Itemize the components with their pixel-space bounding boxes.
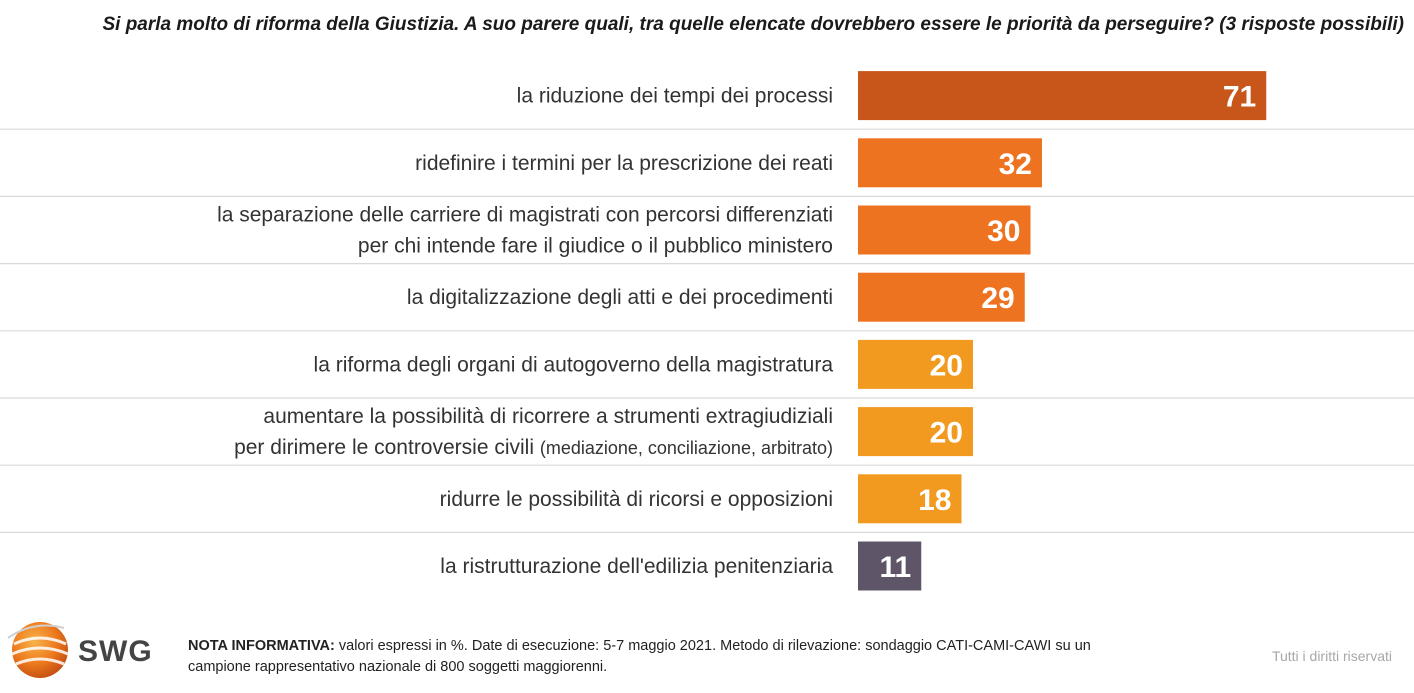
footnote-text: valori espressi in %. Date di esecuzione… — [188, 638, 1091, 675]
copyright-notice: Tutti i diritti riservati — [1271, 648, 1392, 664]
bar — [858, 71, 1267, 121]
bar-value-label: 32 — [999, 148, 1032, 181]
chart-title: Si parla molto di riforma della Giustizi… — [102, 14, 1404, 35]
bar-value-label: 20 — [930, 417, 963, 450]
category-label: ridefinire i termini per la prescrizione… — [415, 152, 833, 175]
footnote: NOTA INFORMATIVA: valori espressi in %. … — [188, 636, 1148, 678]
category-label: ridurre le possibilità di ricorsi e oppo… — [440, 488, 833, 511]
bar — [858, 474, 962, 524]
category-label: per dirimere le controversie civili (med… — [234, 436, 833, 459]
swg-logo-icon — [7, 622, 69, 678]
bar-chart: 71 la riduzione dei tempi dei processi 32 r… — [0, 71, 1414, 591]
category-label: la riduzione dei tempi dei processi — [517, 85, 833, 108]
bar-value-label: 20 — [930, 349, 963, 382]
bar-value-label: 30 — [987, 215, 1020, 248]
bar — [858, 541, 922, 591]
category-label: la riforma degli organi di autogoverno d… — [314, 353, 834, 376]
footnote-label: NOTA INFORMATIVA: — [188, 638, 335, 654]
bar-value-label: 29 — [981, 282, 1014, 315]
category-label: la separazione delle carriere di magistr… — [217, 204, 833, 227]
bar-value-label: 18 — [918, 484, 951, 517]
bar-value-label: 71 — [1223, 81, 1256, 114]
bar — [858, 272, 1025, 322]
category-label: la ristrutturazione dell'edilizia penite… — [440, 555, 833, 578]
bar-value-label: 11 — [880, 551, 912, 584]
swg-logo-text: SWG — [78, 635, 153, 668]
bar — [858, 205, 1031, 255]
bar — [858, 138, 1042, 188]
bar — [858, 407, 973, 457]
category-label: per chi intende fare il giudice o il pub… — [358, 235, 833, 258]
bar — [858, 339, 973, 389]
category-label: la digitalizzazione degli atti e dei pro… — [407, 286, 833, 309]
category-label: aumentare la possibilità di ricorrere a … — [263, 405, 833, 428]
